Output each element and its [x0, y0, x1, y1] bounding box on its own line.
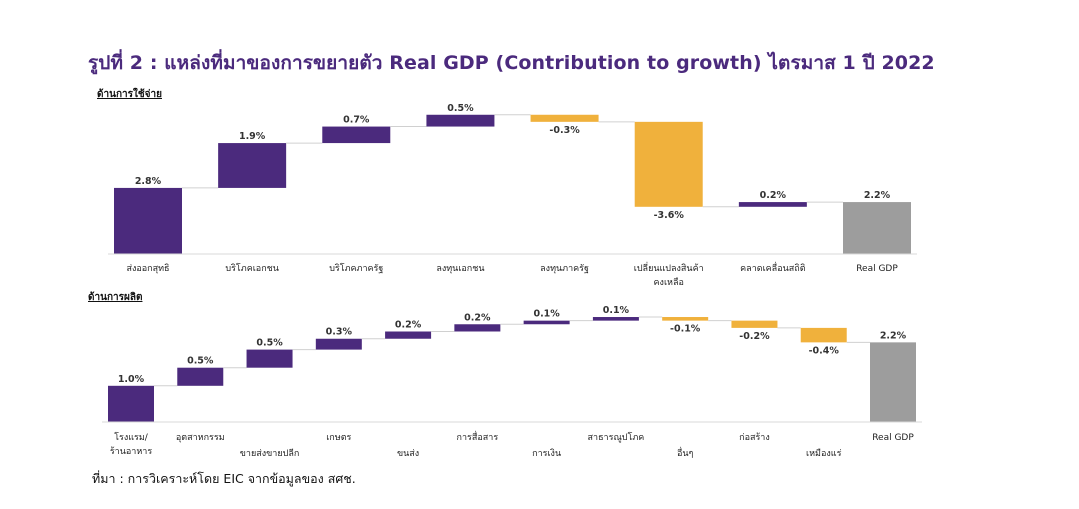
category-label: ขายส่งขายปลีก: [240, 448, 300, 459]
waterfall-bar: [315, 338, 362, 350]
waterfall-bar: [731, 320, 778, 328]
data-label: 2.8%: [135, 176, 162, 187]
source-note: ที่มา : การวิเคราะห์โดย EIC จากข้อมูลของ…: [92, 471, 356, 486]
data-label: -0.2%: [739, 331, 770, 342]
waterfall-bar: [662, 317, 709, 321]
category-label: เปลี่ยนแปลงสินค้า: [634, 261, 704, 274]
category-label: ก่อสร้าง: [739, 432, 770, 443]
category-label: อื่นๆ: [677, 446, 694, 459]
data-label: 0.7%: [343, 115, 370, 126]
data-label: 0.3%: [326, 327, 353, 338]
data-label: 0.5%: [187, 356, 214, 367]
waterfall-bar: [426, 114, 495, 127]
waterfall-bar: [246, 349, 293, 368]
data-label: 0.1%: [603, 305, 630, 316]
waterfall-bar: [108, 385, 154, 422]
category-label: การเงิน: [532, 448, 561, 459]
chart-title: รูปที่ 2 : แหล่งที่มาของการขยายตัว Real …: [88, 52, 935, 74]
data-label: 1.0%: [118, 374, 145, 385]
waterfall-bar: [218, 143, 287, 188]
category-label: ร้านอาหาร: [110, 446, 152, 457]
category-label: ลงทุนภาครัฐ: [540, 264, 589, 274]
waterfall-bar: [738, 202, 807, 207]
waterfall-bar: [634, 121, 703, 207]
waterfall-bar: [800, 327, 847, 343]
category-label: บริโภคภาครัฐ: [329, 263, 383, 274]
category-label: ขนส่ง: [397, 449, 419, 459]
waterfall-bar: [114, 187, 182, 254]
category-label: บริโภคเอกชน: [225, 263, 279, 274]
waterfall-bar: [843, 202, 911, 254]
category-label: การสื่อสาร: [457, 430, 499, 443]
data-label: 1.9%: [239, 131, 266, 142]
data-label: -0.1%: [670, 324, 701, 335]
category-label: อุตสาหกรรม: [176, 433, 225, 443]
waterfall-bar: [592, 317, 639, 321]
section-title-production: ด้านการผลิต: [88, 292, 143, 303]
category-label: สาธารณูปโภค: [588, 432, 645, 443]
data-label: 2.2%: [864, 190, 891, 201]
data-label: 0.5%: [447, 103, 474, 114]
data-label: 2.2%: [880, 330, 907, 341]
waterfall-bar: [870, 342, 916, 422]
data-label: 0.5%: [256, 338, 283, 349]
production-waterfall-chart: 1.0% โรงแรม/ร้านอาหาร 0.5% อุตสาหกรรม 0.5% ขา…: [102, 305, 922, 459]
section-title-expenditure: ด้านการใช้จ่าย: [97, 89, 162, 100]
data-label: -0.4%: [809, 345, 840, 356]
waterfall-bar: [523, 320, 570, 325]
waterfall-bar: [454, 324, 501, 332]
waterfall-bar: [530, 114, 599, 122]
category-label: คลาดเคลื่อนสถิติ: [740, 261, 806, 274]
category-label: ส่งออกสุทธิ: [126, 263, 169, 274]
expenditure-waterfall-chart: 2.8% ส่งออกสุทธิ 1.9% บริโภคเอกชน 0.7% บริโภค…: [108, 103, 917, 288]
category-label: เกษตร: [326, 433, 351, 443]
data-label: 0.1%: [533, 309, 560, 320]
waterfall-bar: [385, 331, 432, 339]
category-label: เหมืองแร่: [806, 448, 842, 459]
data-label: 0.2%: [760, 190, 787, 201]
data-label: 0.2%: [395, 320, 422, 331]
category-label: Real GDP: [872, 433, 914, 443]
waterfall-bar: [322, 126, 391, 144]
category-label: ลงทุนเอกชน: [436, 264, 484, 274]
category-label: โรงแรม/: [114, 432, 149, 443]
category-label: คงเหลือ: [654, 277, 684, 288]
data-label: -0.3%: [549, 125, 580, 136]
data-label: 0.2%: [464, 312, 491, 323]
category-label: Real GDP: [856, 264, 898, 274]
data-label: -3.6%: [654, 210, 685, 221]
waterfall-bar: [177, 367, 224, 386]
